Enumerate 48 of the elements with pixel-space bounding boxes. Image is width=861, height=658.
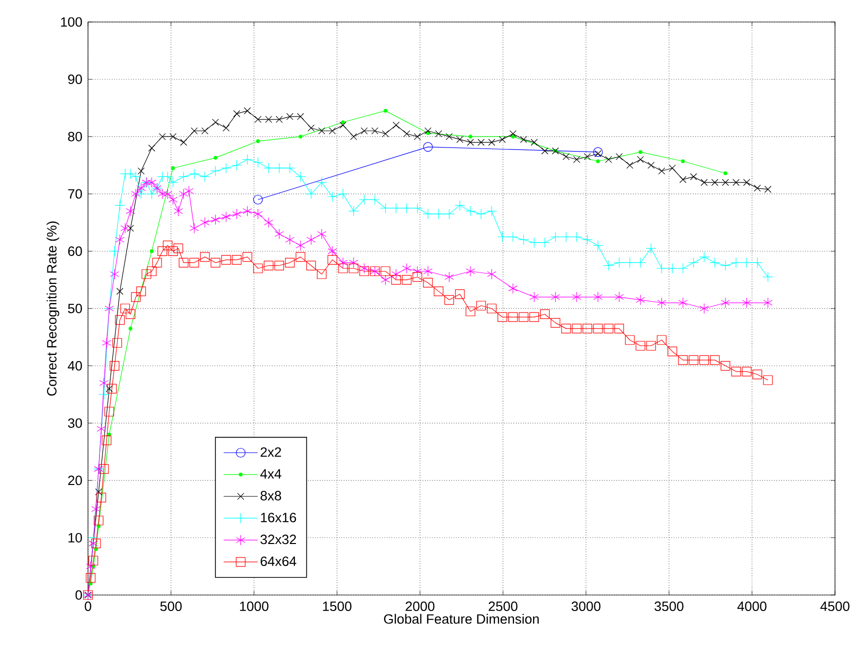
point (171, 166, 175, 170)
x-tick-label: 3000 (572, 602, 600, 612)
point (638, 150, 642, 154)
y-tick-label: 60 (68, 246, 82, 256)
y-tick-label: 0 (76, 590, 82, 600)
point (298, 134, 302, 138)
point (341, 120, 345, 124)
x-axis-title: Global Feature Dimension (384, 614, 539, 624)
x-tick-label: 1000 (240, 602, 268, 612)
x-tick-label: 2000 (406, 602, 434, 612)
y-tick-label: 40 (68, 361, 82, 371)
point (681, 159, 685, 164)
x-tick-label: 4000 (737, 602, 766, 612)
legend-label: 16x16 (261, 512, 296, 522)
point (511, 134, 515, 138)
point (596, 159, 600, 164)
point (256, 139, 260, 144)
y-tick-label: 90 (68, 74, 82, 84)
x-tick-label: 3500 (654, 602, 684, 612)
legend-label: 8x8 (260, 490, 282, 500)
point (724, 171, 728, 176)
y-tick-label: 70 (68, 189, 82, 199)
point (423, 142, 433, 152)
point (150, 249, 154, 254)
x-tick-label: 2500 (488, 602, 518, 612)
y-axis-title: Correct Recognition Rate (%) (46, 222, 60, 396)
legend-label: 64x64 (260, 556, 296, 566)
point (214, 156, 218, 160)
y-tick-label: 20 (68, 476, 82, 486)
legend-label: 32x32 (260, 534, 296, 544)
point (128, 326, 132, 330)
y-tick-label: 30 (68, 418, 82, 428)
x-tick-label: 4500 (820, 602, 850, 612)
x-tick-label: 500 (160, 602, 182, 612)
legend-label: 2x2 (260, 447, 282, 457)
y-tick-label: 50 (68, 304, 82, 314)
point (107, 432, 112, 436)
point (253, 194, 263, 204)
y-tick-label: 80 (68, 132, 82, 142)
legend-label: 4x4 (260, 469, 282, 478)
y-tick-label: 100 (61, 17, 82, 27)
point (468, 134, 472, 138)
point (593, 147, 603, 157)
x-tick-label: 1500 (323, 602, 352, 612)
x-tick-label: 0 (84, 602, 92, 612)
y-tick-label: 10 (68, 532, 82, 542)
point (88, 582, 93, 586)
point (384, 108, 388, 113)
